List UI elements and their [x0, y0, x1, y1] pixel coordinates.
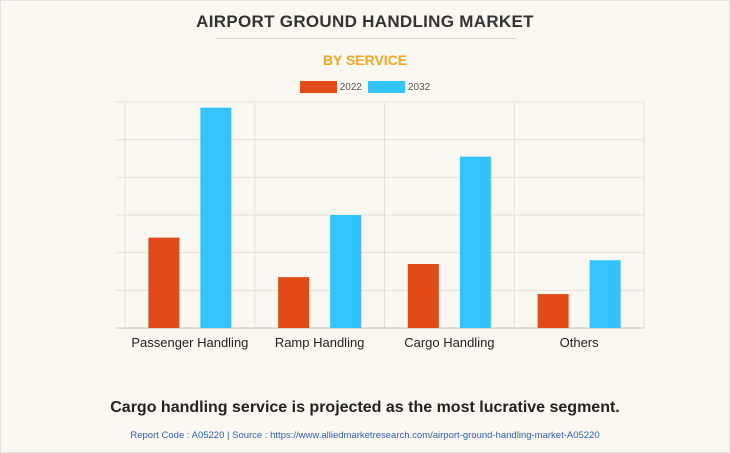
bar-2032-ramp-handling [330, 215, 362, 328]
legend-swatch-2032 [368, 81, 405, 93]
chart-legend: 2022 2032 [1, 81, 729, 93]
bar-2022-others [537, 294, 569, 328]
bar-chart: Passenger Handling Ramp Handling Cargo Han… [116, 101, 645, 350]
legend-label-2032: 2032 [408, 81, 431, 93]
x-tick-label: Ramp Handling [275, 335, 365, 350]
x-tick-label: Passenger Handling [131, 335, 248, 350]
legend-item-2032: 2032 [368, 81, 430, 93]
bar-2032-others [589, 260, 621, 328]
bar-2032-passenger-handling [200, 107, 232, 329]
x-tick-label: Others [560, 335, 600, 350]
report-source-line: Report Code : A05220 | Source : https://… [130, 430, 600, 441]
chart-subtitle: BY SERVICE [322, 52, 408, 68]
title-divider [216, 38, 516, 39]
chart-title: AIRPORT GROUND HANDLING MARKET [196, 12, 534, 31]
bar-2022-ramp-handling [278, 277, 310, 328]
x-tick-label: Cargo Handling [404, 335, 494, 350]
legend-label-2022: 2022 [339, 81, 362, 93]
bar-2032-cargo-handling [459, 156, 491, 328]
chart-caption: Cargo handling service is projected as t… [110, 399, 620, 416]
legend-item-2022: 2022 [299, 81, 362, 93]
bar-2022-passenger-handling [148, 237, 180, 328]
bar-2022-cargo-handling [407, 263, 439, 328]
legend-swatch-2022 [299, 81, 337, 93]
